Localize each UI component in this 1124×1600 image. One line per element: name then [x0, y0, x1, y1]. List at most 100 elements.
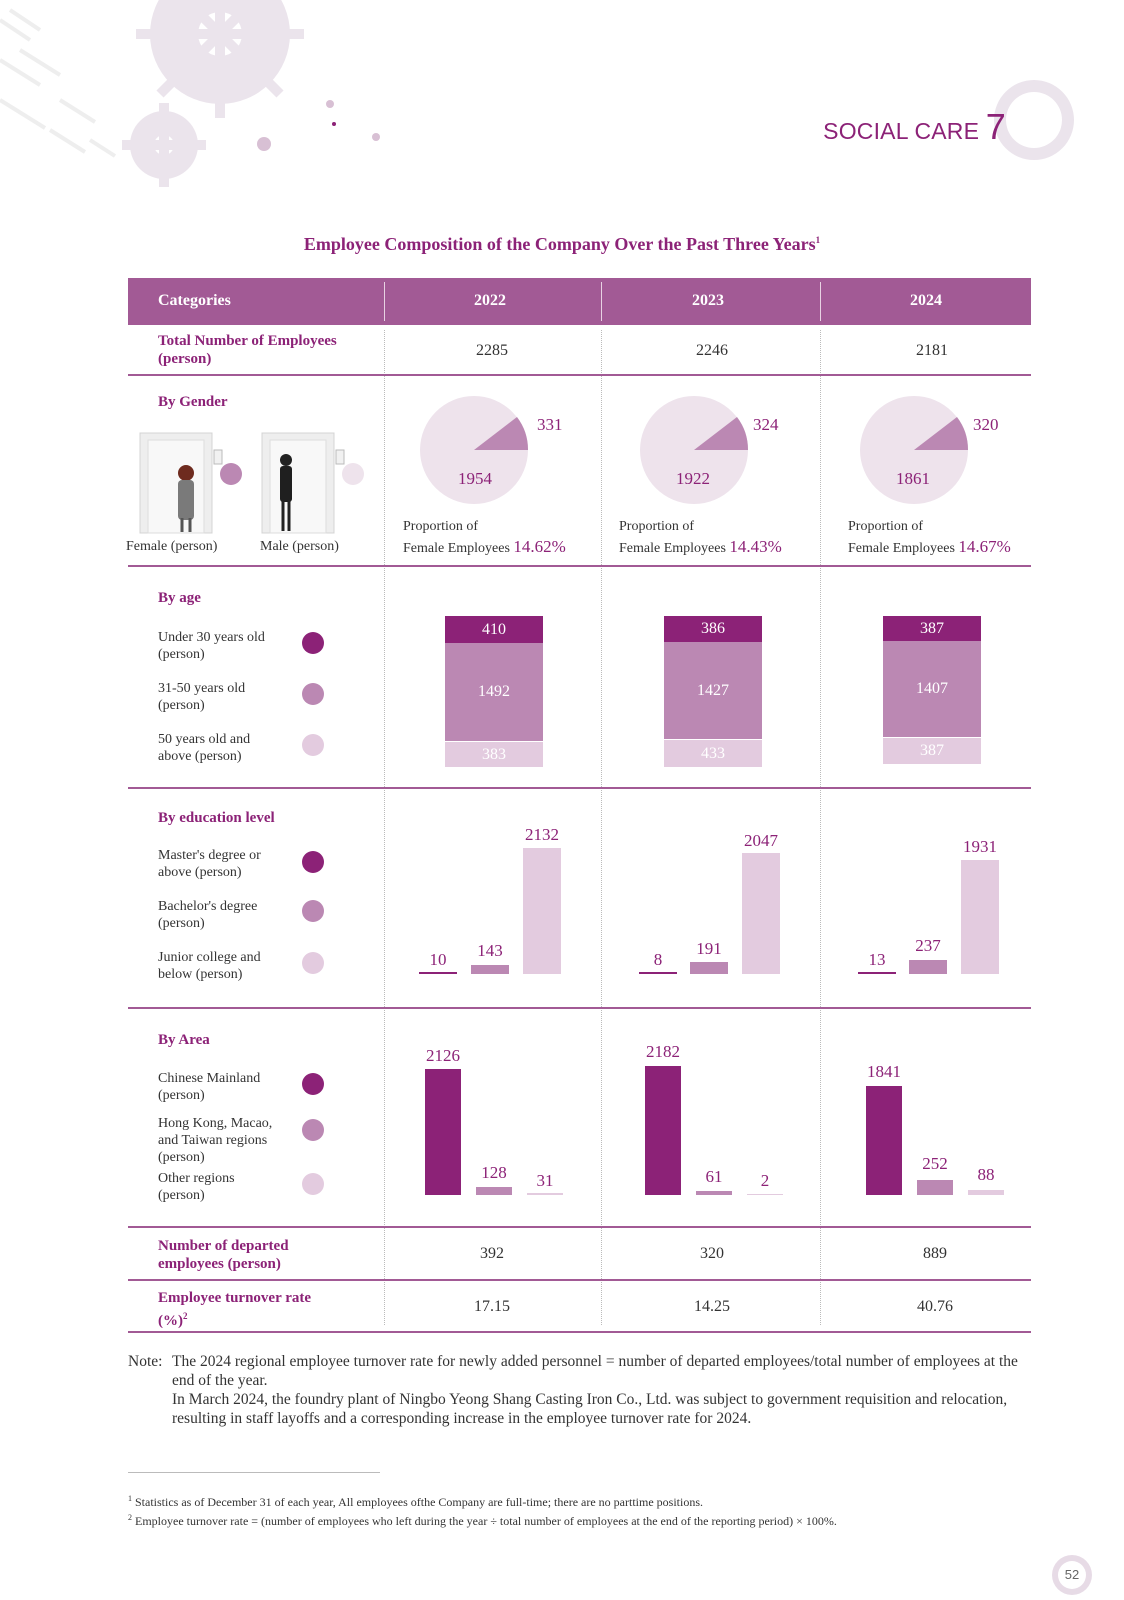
- area-bar-other-2022: [527, 1193, 563, 1195]
- age-bar-under30-2022: 410: [445, 616, 543, 643]
- edu-category-master: Master's degree or above (person): [158, 848, 261, 880]
- header-categories: Categories: [158, 292, 231, 309]
- area-value-other-2022: 31: [536, 1171, 554, 1190]
- edu-dot-bachelor: [302, 900, 324, 922]
- pie-male-2023: 1922: [676, 469, 710, 488]
- area-value-other-2024: 88: [977, 1165, 995, 1184]
- area-value-hmt-2024: 252: [922, 1154, 948, 1173]
- area-category-mainland: Chinese Mainland (person): [158, 1071, 261, 1103]
- edu-value-junior-2022: 2132: [525, 825, 559, 844]
- area-value-other-2023: 2: [760, 1171, 770, 1190]
- age-bar-under30-2024: 387: [883, 616, 981, 641]
- row-divider: [128, 374, 1031, 376]
- departed-2023: 320: [700, 1245, 724, 1262]
- edu-bar-bachelor-2023: [690, 962, 728, 974]
- proportion-2022: Proportion of Female Employees 14.62%: [403, 517, 566, 559]
- table-note: Note: The 2024 regional employee turnove…: [128, 1352, 1038, 1428]
- edu-bar-junior-2024: [961, 860, 999, 974]
- pie-female-2024: 320: [973, 415, 999, 434]
- turnover-label: Employee turnover rate (%)2: [158, 1289, 328, 1330]
- note-line1: The 2024 regional employee turnover rate…: [172, 1353, 1018, 1389]
- proportion-line2: Female Employees: [619, 541, 726, 556]
- edu-bar-bachelor-2022: [471, 965, 509, 974]
- footnote-2: 2 Employee turnover rate = (number of em…: [128, 1513, 837, 1529]
- title-footnote-marker: 1: [815, 235, 821, 245]
- column-divider: [384, 330, 385, 1325]
- area-bar-hmt-2022: [476, 1187, 512, 1195]
- total-2024: 2181: [916, 342, 948, 359]
- proportion-line1: Proportion of: [619, 519, 695, 534]
- edu-bar-master-2022: [419, 972, 457, 974]
- area-value-hmt-2022: 128: [481, 1163, 507, 1182]
- turnover-2023: 14.25: [694, 1298, 730, 1315]
- footnote-2-marker: 2: [128, 1513, 132, 1522]
- age-bar-mid-2023: 1427: [664, 642, 762, 739]
- row-divider: [128, 1007, 1031, 1009]
- proportion-value: 14.43%: [729, 537, 782, 556]
- pie-slice-female: [914, 417, 969, 450]
- age-bar-mid-2024: 1407: [883, 641, 981, 737]
- age-category-31-50: 31-50 years old (person): [158, 681, 246, 713]
- area-value-hmt-2023: 61: [705, 1167, 723, 1186]
- area-dot-hmt: [302, 1119, 324, 1141]
- edu-value-junior-2023: 2047: [744, 831, 778, 850]
- male-color-dot: [342, 463, 364, 485]
- turnover-footnote-marker: 2: [183, 1311, 188, 1321]
- age-bar-over50-2024: 387: [883, 738, 981, 764]
- proportion-line1: Proportion of: [403, 519, 479, 534]
- edu-category-junior: Junior college and below (person): [158, 950, 261, 982]
- edu-value-junior-2024: 1931: [963, 837, 997, 856]
- age-dot-31-50: [302, 683, 324, 705]
- edu-bar-master-2023: [639, 972, 677, 974]
- total-employees-label: Total Number of Employees (person): [158, 333, 337, 367]
- age-bar-over50-2022: 383: [445, 742, 543, 767]
- footnote-2-text: Employee turnover rate = (number of empl…: [135, 1514, 837, 1528]
- edu-dot-master: [302, 851, 324, 873]
- page-number: 52: [1058, 1561, 1086, 1589]
- row-divider: [128, 1279, 1031, 1281]
- row-divider: [128, 1331, 1031, 1333]
- proportion-value: 14.62%: [513, 537, 566, 556]
- header-separator: [384, 282, 385, 321]
- edu-bar-junior-2023: [742, 853, 780, 974]
- area-bar-mainland-2024: [866, 1086, 902, 1195]
- age-bar-over50-2023: 433: [664, 740, 762, 767]
- gender-label: By Gender: [158, 394, 228, 410]
- pie-female-2022: 331: [537, 415, 563, 434]
- edu-value-bachelor-2022: 143: [477, 941, 503, 960]
- female-legend-label: Female (person): [126, 539, 218, 554]
- pie-slice-female: [474, 417, 529, 450]
- age-bar-under30-2023: 386: [664, 616, 762, 642]
- area-bar-mainland-2022: [425, 1069, 461, 1195]
- education-label: By education level: [158, 810, 275, 826]
- departed-2022: 392: [480, 1245, 504, 1262]
- area-bar-other-2023: [747, 1194, 783, 1195]
- note-prefix: Note:: [128, 1353, 163, 1370]
- pie-2024: [860, 396, 969, 504]
- proportion-line1: Proportion of: [848, 519, 924, 534]
- section-number: 7: [985, 106, 1006, 147]
- departed-label: Number of departed employees (person): [158, 1238, 289, 1272]
- elevator-illustration: [139, 432, 364, 534]
- turnover-2022: 17.15: [474, 1298, 510, 1315]
- area-value-mainland-2024: 1841: [867, 1062, 901, 1081]
- area-value-mainland-2023: 2182: [646, 1042, 680, 1061]
- header-separator: [820, 282, 821, 321]
- pie-female-2023: 324: [753, 415, 779, 434]
- title-text: Employee Composition of the Company Over…: [303, 234, 816, 254]
- table-header: Categories 2022 2023 2024: [128, 278, 1031, 325]
- area-bar-other-2024: [968, 1190, 1004, 1195]
- pie-2023: [640, 396, 749, 504]
- pie-male-2024: 1861: [896, 469, 930, 488]
- edu-value-bachelor-2024: 237: [915, 936, 941, 955]
- column-divider: [601, 330, 602, 1325]
- edu-value-master-2024: 13: [868, 950, 886, 969]
- edu-dot-junior: [302, 952, 324, 974]
- area-bar-hmt-2023: [696, 1191, 732, 1195]
- header-year-2022: 2022: [474, 292, 506, 309]
- edu-bar-master-2024: [858, 972, 896, 974]
- area-label: By Area: [158, 1032, 210, 1048]
- proportion-2023: Proportion of Female Employees 14.43%: [619, 517, 782, 559]
- area-value-mainland-2022: 2126: [426, 1046, 460, 1065]
- proportion-line2: Female Employees: [848, 541, 955, 556]
